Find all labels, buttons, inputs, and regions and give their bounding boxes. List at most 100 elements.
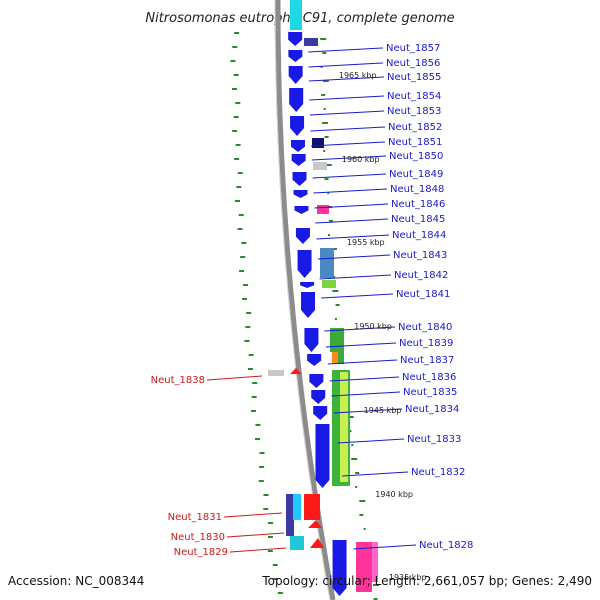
gc-tick-inner xyxy=(259,452,265,454)
cds-arrow xyxy=(307,354,322,366)
accession-text: Accession: NC_008344 xyxy=(8,574,145,588)
gene-label-forward: Neut_1852 xyxy=(388,122,442,133)
kbp-label: 1940 kbp xyxy=(375,490,413,499)
gc-tick-outer xyxy=(325,164,332,166)
gene-label-forward: Neut_1842 xyxy=(394,270,448,281)
label-leader xyxy=(321,293,394,299)
gc-tick-outer xyxy=(332,290,339,292)
gc-tick-outer xyxy=(373,584,380,586)
cds-arrow xyxy=(309,374,324,388)
feature-block xyxy=(372,542,378,582)
gc-tick-outer xyxy=(327,234,330,236)
cds-arrow xyxy=(300,282,315,288)
label-leader xyxy=(317,254,391,260)
kbp-label: 1945 kbp xyxy=(364,406,402,415)
gc-tick-outer xyxy=(335,304,340,306)
gene-label-forward: Neut_1843 xyxy=(393,250,447,261)
gene-label-reverse: Neut_1831 xyxy=(168,512,222,523)
cds-arrow xyxy=(297,250,312,278)
label-leader xyxy=(331,391,401,397)
label-leader xyxy=(309,95,385,101)
gc-tick-inner xyxy=(234,32,240,34)
gene-label-forward: Neut_1836 xyxy=(402,372,456,383)
gc-tick-inner xyxy=(235,102,241,104)
gc-tick-inner xyxy=(254,438,260,440)
gc-tick-outer xyxy=(355,486,358,488)
gc-tick-inner xyxy=(232,46,238,48)
gc-tick-outer xyxy=(320,66,323,68)
gc-tick-inner xyxy=(263,508,269,510)
gene-label-forward: Neut_1828 xyxy=(419,540,473,551)
gc-tick-outer xyxy=(351,444,354,446)
label-leader xyxy=(311,141,386,147)
cds-arrow xyxy=(289,88,304,112)
feature-block xyxy=(304,38,318,46)
gene-label-forward: Neut_1839 xyxy=(399,338,453,349)
feature-block xyxy=(322,280,336,288)
gc-tick-inner xyxy=(268,522,274,524)
genome-stats-text: Topology: circular; Length: 2,661,057 bp… xyxy=(262,574,592,588)
gc-tick-inner xyxy=(230,60,236,62)
gene-label-forward: Neut_1833 xyxy=(407,434,461,445)
reverse-arrowhead xyxy=(290,368,302,374)
cds-arrow xyxy=(294,206,309,214)
gc-tick-inner xyxy=(251,396,257,398)
feature-track xyxy=(268,0,378,596)
gc-tick-inner xyxy=(267,550,273,552)
cds-arrow xyxy=(293,190,308,198)
gc-tick-inner xyxy=(277,592,283,594)
gc-tick-outer xyxy=(373,598,378,600)
feature-block xyxy=(356,542,372,592)
gc-tick-inner xyxy=(233,74,239,76)
label-leader xyxy=(206,375,263,381)
gc-tick-outer xyxy=(355,472,360,474)
cds-arrow xyxy=(290,116,305,136)
feature-block xyxy=(340,372,348,482)
cds-arrow xyxy=(295,228,310,244)
gc-tick-outer xyxy=(351,458,358,460)
feature-block xyxy=(312,138,324,148)
label-leader xyxy=(316,234,390,240)
label-leader xyxy=(308,62,384,68)
gc-tick-outer xyxy=(333,276,336,278)
gc-tick-outer xyxy=(321,94,326,96)
label-leader xyxy=(319,274,392,280)
gene-label-forward: Neut_1834 xyxy=(405,404,459,415)
gc-tick-outer xyxy=(324,136,329,138)
gc-tick-inner xyxy=(259,466,265,468)
label-leader xyxy=(315,218,389,224)
gc-tick-outer xyxy=(334,318,337,320)
gc-tick-inner xyxy=(235,200,240,202)
gc-tick-inner xyxy=(241,242,247,244)
gene-label-forward: Neut_1849 xyxy=(389,169,443,180)
label-leader xyxy=(310,126,386,132)
gc-tick-inner xyxy=(252,382,258,384)
cds-arrow xyxy=(304,328,319,352)
gene-label-forward: Neut_1846 xyxy=(391,199,445,210)
label-leader xyxy=(327,359,398,365)
gc-tick-inner xyxy=(236,186,242,188)
feature-block xyxy=(317,205,329,214)
label-leader xyxy=(324,326,396,332)
gene-label-forward: Neut_1844 xyxy=(392,230,446,241)
gc-tick-inner xyxy=(251,410,257,412)
feature-block xyxy=(290,536,304,550)
cds-arrow xyxy=(288,32,303,46)
gc-tick-inner xyxy=(242,298,248,300)
kbp-label: 1935 kbp xyxy=(389,573,427,582)
gc-tick-inner xyxy=(240,256,246,258)
gene-label-forward: Neut_1832 xyxy=(411,467,465,478)
gene-label-forward: Neut_1835 xyxy=(403,387,457,398)
label-leader xyxy=(312,173,387,179)
gc-tick-inner xyxy=(237,172,243,174)
gc-tick-inner xyxy=(263,494,269,496)
gc-tick-inner xyxy=(231,88,237,90)
gene-label-forward: Neut_1840 xyxy=(398,322,452,333)
cds-arrow xyxy=(311,390,326,404)
feature-block xyxy=(332,352,338,364)
gene-label-forward: Neut_1845 xyxy=(391,214,445,225)
cds-arrow xyxy=(313,406,328,420)
gene-label-forward: Neut_1837 xyxy=(400,355,454,366)
feature-block xyxy=(286,494,294,536)
